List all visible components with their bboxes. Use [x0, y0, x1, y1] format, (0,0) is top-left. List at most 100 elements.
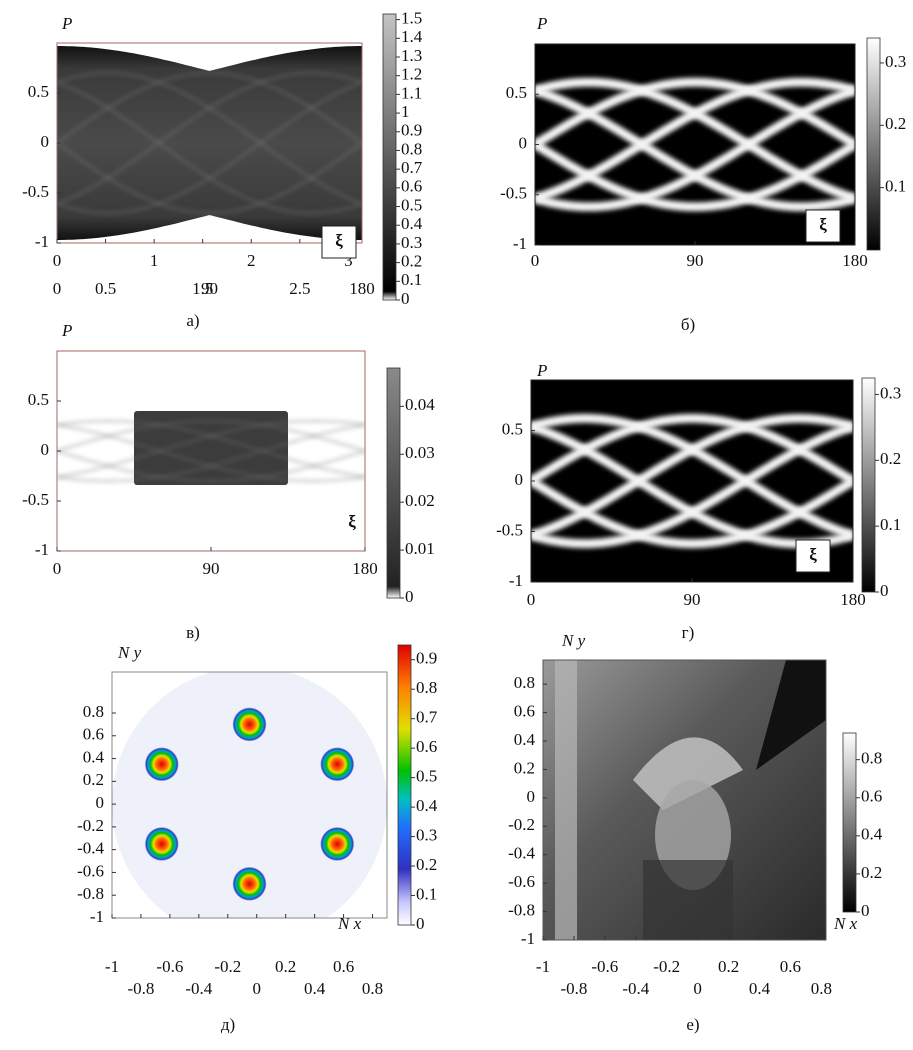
y-tick-label: 0.6 [83, 725, 104, 744]
colorbar [398, 645, 411, 925]
x-tick-label: -0.4 [185, 979, 212, 998]
x-tick-label: 0 [53, 559, 62, 578]
y-axis-label: P [61, 14, 72, 33]
y-tick-label: -0.5 [22, 182, 49, 201]
x-tick-label: -0.4 [622, 979, 649, 998]
y-axis-label: P [536, 361, 547, 380]
x-tick-label: 2.5 [289, 279, 310, 298]
y-tick-label: -0.8 [508, 900, 535, 919]
x-tick-label: 0 [531, 251, 540, 270]
colorbar-tick-label: 0.5 [416, 767, 437, 786]
x-tick-label: 2 [247, 251, 256, 270]
y-tick-label: 0.4 [83, 747, 105, 766]
y-tick-label: -0.4 [77, 839, 104, 858]
x-tick-label: 0.4 [304, 979, 326, 998]
y-tick-label: -1 [35, 232, 49, 251]
colorbar-tick-label: 0.6 [861, 787, 882, 806]
colorbar-tick-label: 0.2 [416, 855, 437, 874]
colorbar-tick-label: 1.2 [401, 65, 422, 84]
annotation: ξ [348, 512, 356, 531]
colorbar-tick-label: 0.4 [861, 825, 883, 844]
colorbar-tick-label: 0 [416, 914, 425, 933]
x-tick-label: -0.2 [214, 957, 241, 976]
heatmap-image [57, 351, 365, 551]
x-tick-label: 0 [252, 979, 261, 998]
panel-label: е) [686, 1015, 699, 1034]
y-tick-label: -0.2 [508, 815, 535, 834]
annotation: ξ [819, 215, 827, 234]
x-tick-label: 90 [687, 251, 704, 270]
spot [233, 707, 267, 741]
spot [320, 827, 354, 861]
y-axis-label: N y [117, 643, 142, 662]
x-axis-label: N x [833, 914, 858, 933]
colorbar-tick-label: 0.2 [401, 252, 422, 271]
colorbar-tick-label: 0.8 [416, 678, 437, 697]
x-tick-label: 90 [203, 559, 220, 578]
annotation: ξ [335, 231, 343, 250]
x2-tick-label: 0 [53, 279, 62, 298]
colorbar-tick-label: 0 [401, 289, 410, 308]
colorbar-tick-label: 0.1 [416, 884, 437, 903]
y-tick-label: 0.2 [83, 770, 104, 789]
y-tick-label: 0 [515, 470, 524, 489]
y-tick-label: -1 [35, 540, 49, 559]
y-tick-label: 0 [41, 132, 50, 151]
y-tick-label: 0.5 [28, 82, 49, 101]
x-tick-label: -0.6 [156, 957, 183, 976]
region [134, 411, 288, 485]
y-tick-label: 0 [527, 787, 536, 806]
colorbar-tick-label: 0.9 [401, 121, 422, 140]
colorbar-tick-label: 0.8 [861, 749, 882, 768]
y-axis-label: P [536, 14, 547, 33]
colorbar-tick-label: 1.4 [401, 27, 423, 46]
y-tick-label: -1 [90, 907, 104, 926]
x-tick-label: 1 [150, 251, 159, 270]
x-tick-label: 180 [842, 251, 868, 270]
x-tick-label: 0.2 [275, 957, 296, 976]
colorbar-tick-label: 0.02 [405, 491, 435, 510]
x-tick-label: 180 [840, 590, 866, 609]
heatmap-image [57, 43, 362, 243]
colorbar-tick-label: 0.3 [885, 52, 906, 71]
y-tick-label: 0.5 [502, 419, 523, 438]
colorbar-tick-label: 0 [405, 587, 414, 606]
annotation: ξ [809, 545, 817, 564]
x-tick-label: 0.8 [362, 979, 383, 998]
y-tick-label: -0.6 [508, 872, 535, 891]
x-tick-label: -0.8 [127, 979, 154, 998]
spot [320, 747, 354, 781]
x-tick-label: 0.6 [333, 957, 354, 976]
shape [643, 860, 733, 940]
colorbar-tick-label: 0 [861, 901, 870, 920]
colorbar-tick-label: 0.3 [416, 825, 437, 844]
x-tick-label: 0 [527, 590, 536, 609]
y-tick-label: 0.6 [514, 701, 535, 720]
spot [233, 867, 267, 901]
y-axis-label: N y [561, 631, 586, 650]
y-tick-label: -0.5 [496, 520, 523, 539]
y-tick-label: 0 [96, 793, 105, 812]
colorbar-tick-label: 0.6 [401, 177, 422, 196]
colorbar-tick-label: 1 [401, 102, 410, 121]
y-tick-label: -0.6 [77, 861, 104, 880]
x-tick-label: 0.2 [718, 957, 739, 976]
colorbar [383, 14, 396, 300]
colorbar-tick-label: 0.03 [405, 443, 435, 462]
y-tick-label: 0.2 [514, 758, 535, 777]
colorbar-tick-label: 0.1 [401, 270, 422, 289]
spot [145, 827, 179, 861]
x-tick-label: 0.5 [95, 279, 116, 298]
y-tick-label: -1 [521, 929, 535, 948]
colorbar-tick-label: 0.7 [401, 158, 423, 177]
x-tick-label: -1 [105, 957, 119, 976]
colorbar [867, 38, 880, 250]
x-tick-label: -1 [536, 957, 550, 976]
y-tick-label: -0.8 [77, 884, 104, 903]
y-tick-label: 0.4 [514, 730, 536, 749]
panel-label: в) [186, 623, 200, 642]
colorbar-tick-label: 0 [880, 581, 889, 600]
colorbar-tick-label: 0.7 [416, 708, 438, 727]
y-tick-label: -0.4 [508, 844, 535, 863]
colorbar-tick-label: 0.01 [405, 539, 435, 558]
